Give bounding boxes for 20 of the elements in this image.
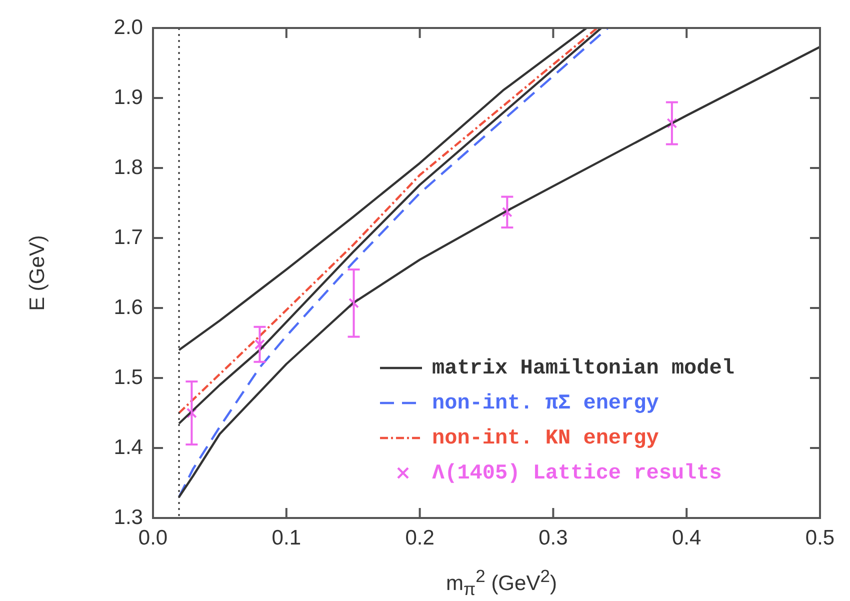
y-tick-label: 1.6 bbox=[114, 296, 143, 319]
legend-label: matrix Hamiltonian model bbox=[432, 357, 734, 380]
y-tick-label: 1.3 bbox=[114, 506, 143, 529]
legend-label: Λ(1405) Lattice results bbox=[432, 462, 722, 486]
x-axis-title: m$_{π}$$^{2}$ (GeV$^{2}$) bbox=[445, 566, 558, 600]
x-tick-label: 0.5 bbox=[805, 526, 835, 550]
x-tick-label: 0.4 bbox=[672, 526, 702, 550]
y-tick-label: 1.7 bbox=[114, 226, 143, 249]
legend-label: non-int. πΣ energy bbox=[432, 392, 660, 416]
x-tick-label: 0.2 bbox=[405, 526, 434, 550]
y-tick-label: 2.0 bbox=[114, 16, 143, 39]
y-tick-label: 1.8 bbox=[114, 156, 143, 179]
x-tick-label: 0.3 bbox=[538, 526, 568, 550]
x-tick-label: 0.0 bbox=[138, 526, 168, 550]
y-tick-label: 1.9 bbox=[114, 86, 143, 109]
x-tick-label: 0.1 bbox=[272, 526, 301, 550]
y-tick-label: 1.4 bbox=[114, 436, 144, 459]
y-tick-label: 1.5 bbox=[114, 366, 143, 389]
y-axis-title: E (GeV) bbox=[26, 235, 50, 311]
legend-label: non-int. KN energy bbox=[432, 427, 660, 450]
